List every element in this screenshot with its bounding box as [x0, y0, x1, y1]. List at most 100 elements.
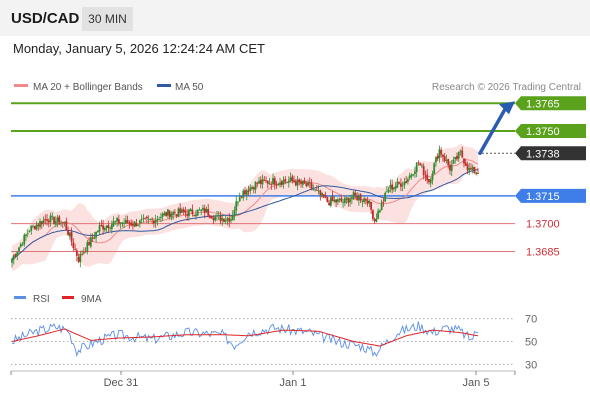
candle-body: [240, 196, 243, 198]
candle-body: [177, 208, 180, 217]
candle-body: [53, 217, 55, 224]
candle: [459, 149, 462, 156]
candle: [405, 176, 408, 184]
candle-body: [331, 196, 334, 201]
candle-body: [412, 174, 415, 176]
level-label-1.3765: 1.3765: [526, 98, 560, 110]
candle-body: [415, 163, 418, 173]
candle: [46, 213, 48, 226]
candle-body: [298, 179, 301, 182]
candle: [12, 254, 15, 265]
candle: [238, 192, 241, 202]
candle-body: [473, 167, 476, 173]
candle: [307, 179, 309, 187]
rsi-tick-30: 30: [525, 359, 537, 371]
x-axis: Dec 31 Jan 1 Jan 5: [10, 370, 516, 389]
candle-body: [102, 225, 104, 230]
candle-body: [114, 221, 117, 222]
candle: [247, 185, 250, 196]
candle: [429, 177, 432, 188]
candle-body: [165, 212, 168, 216]
candle: [245, 188, 248, 201]
candle-body: [203, 208, 206, 213]
candle: [263, 175, 266, 182]
candle-body: [137, 224, 140, 226]
candle: [321, 192, 323, 198]
candle: [179, 203, 182, 216]
header-bar: USD/CAD 30 MIN: [0, 0, 590, 36]
candle-body: [214, 216, 217, 221]
candle-body: [32, 225, 34, 227]
level-label-1.3750: 1.3750: [526, 126, 560, 138]
candle-body: [368, 200, 371, 204]
candle-body: [163, 212, 166, 215]
level-labels: 1.3765 1.3750 1.3738 1.3715 1.3700 1.3685: [515, 96, 586, 258]
ma50-legend-swatch: [157, 84, 171, 87]
candle-body: [445, 159, 448, 161]
candle-body: [207, 209, 210, 216]
candle: [410, 173, 413, 180]
candle: [147, 215, 150, 224]
candle-body: [279, 182, 281, 185]
candle: [293, 175, 295, 183]
candle-body: [342, 201, 345, 203]
candle: [79, 250, 82, 268]
candle: [426, 169, 429, 184]
level-label-1.3738: 1.3738: [526, 148, 560, 160]
candle-body: [340, 198, 343, 202]
candle: [347, 197, 350, 207]
candle: [366, 197, 369, 207]
candle-body: [475, 172, 478, 174]
candle: [91, 233, 94, 243]
candle: [84, 247, 87, 253]
candle-body: [286, 182, 288, 183]
candle: [72, 238, 75, 252]
level-tag-bg: [515, 96, 586, 111]
candle-body: [324, 196, 327, 198]
candle-body: [226, 218, 229, 221]
candle: [259, 176, 262, 189]
candle: [28, 230, 31, 233]
candle-body: [105, 225, 108, 228]
candle-body: [237, 201, 239, 203]
candle: [32, 224, 34, 229]
candle: [186, 209, 189, 221]
candle: [124, 215, 127, 224]
candle: [156, 215, 159, 226]
candle-body: [58, 216, 61, 225]
candle: [142, 214, 145, 223]
candle: [256, 181, 259, 188]
timeframe-badge[interactable]: 30 MIN: [82, 7, 133, 31]
candle-body: [371, 210, 374, 219]
candle-body: [130, 222, 133, 226]
candle-body: [193, 214, 196, 216]
candle: [361, 199, 364, 208]
candle: [93, 232, 96, 240]
candle-body: [384, 192, 387, 202]
candle-body: [363, 198, 366, 203]
candle: [96, 230, 99, 233]
candle-body: [156, 218, 159, 221]
candle-body: [100, 225, 103, 226]
candle-body: [457, 152, 460, 159]
candle: [67, 226, 69, 236]
candle: [300, 178, 302, 188]
candle-body: [394, 186, 397, 189]
candle-body: [319, 190, 322, 196]
candle: [373, 217, 376, 224]
candle-body: [266, 180, 269, 184]
candle-body: [93, 237, 96, 240]
candle: [371, 209, 374, 222]
candle: [54, 216, 57, 228]
candle: [268, 178, 271, 186]
candle: [123, 218, 126, 229]
candle-body: [242, 190, 245, 198]
candle: [138, 219, 141, 228]
candle-body: [77, 257, 80, 262]
candle-body: [407, 179, 409, 182]
candle-body: [422, 166, 425, 176]
candle-body: [256, 183, 259, 185]
candle: [105, 225, 108, 232]
candle-body: [357, 195, 360, 201]
candle-body: [160, 217, 162, 219]
